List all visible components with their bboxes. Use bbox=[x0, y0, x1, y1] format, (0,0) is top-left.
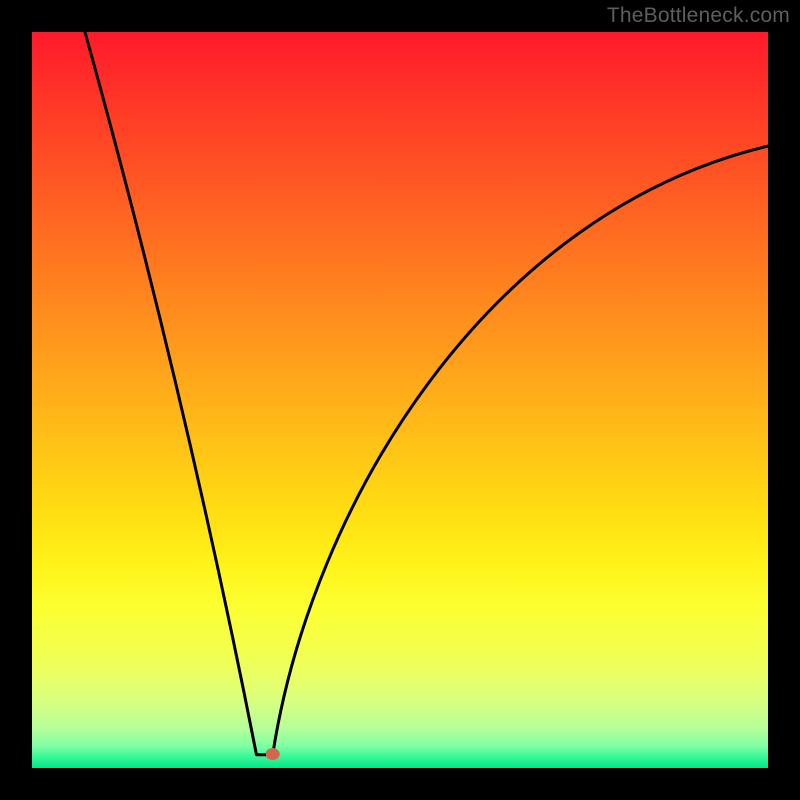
watermark-text: TheBottleneck.com bbox=[607, 4, 790, 28]
curve-minimum-marker bbox=[266, 748, 280, 760]
chart-frame: TheBottleneck.com bbox=[0, 0, 800, 800]
plot-area bbox=[32, 32, 768, 768]
bottleneck-curve bbox=[32, 32, 768, 768]
